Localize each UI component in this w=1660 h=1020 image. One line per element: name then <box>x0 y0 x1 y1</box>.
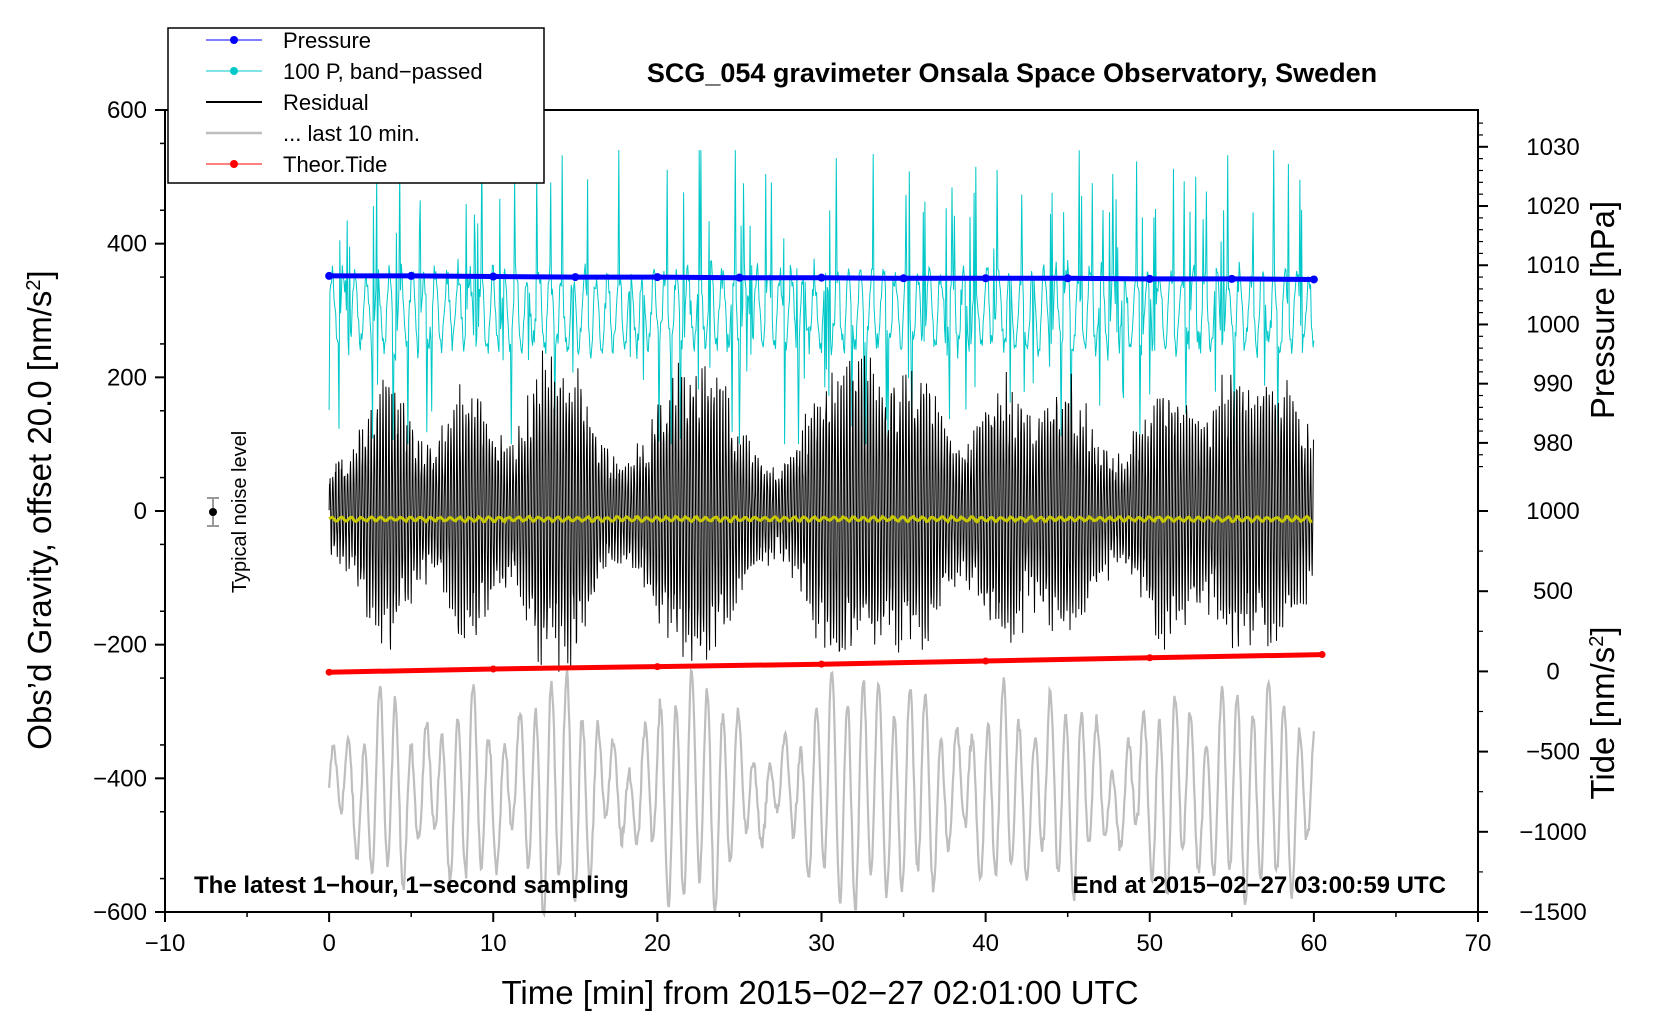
pressure-point <box>1145 274 1154 283</box>
x-tick-label: 20 <box>644 930 671 957</box>
series-mean-residual <box>328 514 1313 524</box>
y-left-tick-label: 0 <box>134 498 147 525</box>
pressure-point <box>817 273 826 282</box>
annotation-left: The latest 1−hour, 1−second sampling <box>194 872 629 899</box>
noise-point <box>209 508 217 516</box>
x-tick-label: −10 <box>145 930 186 957</box>
legend-label: ... last 10 min. <box>283 121 420 146</box>
legend-label: Residual <box>283 90 369 115</box>
series-layer <box>325 150 1326 918</box>
tide-point <box>489 665 497 673</box>
pressure-point <box>489 272 498 281</box>
y-left-axis-title-main: Obs’d Gravity, offset 20.0 [nm/s <box>21 291 58 750</box>
legend-marker <box>230 67 238 75</box>
y-left-axis-title: Obs’d Gravity, offset 20.0 [nm/s2] <box>21 270 58 749</box>
axis-layer: −10 0 10 20 30 40 50 60 706004002000−200−400−600… <box>93 97 1587 957</box>
legend-label: Theor.Tide <box>283 152 387 177</box>
y-left-tick-label: −400 <box>93 765 147 792</box>
pressure-tick-label: 1030 <box>1526 134 1579 161</box>
tide-axis-title-main: Tide [nm/s <box>1584 647 1621 800</box>
noise-label: Typical noise level <box>229 431 251 593</box>
pressure-point <box>1309 275 1318 284</box>
tide-tick-label: −500 <box>1526 739 1580 766</box>
series-band-passed-pressure <box>328 150 1315 445</box>
y-left-tick-label: 600 <box>107 97 147 124</box>
legend-label: 100 P, band−passed <box>283 59 483 84</box>
pressure-point <box>981 274 990 283</box>
pressure-point <box>407 271 416 280</box>
pressure-tick-label: 1000 <box>1526 311 1579 338</box>
legend: Pressure 100 P, band−passed Residual ... la… <box>167 27 545 184</box>
x-tick-label: 70 <box>1465 930 1492 957</box>
pressure-point <box>571 273 580 282</box>
tide-tick-label: 1000 <box>1526 498 1579 525</box>
y-left-tick-label: 200 <box>107 364 147 391</box>
tide-point <box>1318 651 1326 659</box>
chart-title: SCG_054 gravimeter Onsala Space Observat… <box>647 58 1377 88</box>
legend-marker <box>230 160 238 168</box>
x-tick-label: 30 <box>808 930 835 957</box>
pressure-point <box>653 273 662 282</box>
tide-point <box>1146 654 1154 662</box>
pressure-point <box>325 271 334 280</box>
x-tick-label: 10 <box>480 930 507 957</box>
y-left-axis-title-sup: 2 <box>23 279 45 290</box>
annotation-right: End at 2015−02−27 03:00:59 UTC <box>1072 872 1446 899</box>
x-axis-title: Time [min] from 2015−02−27 02:01:00 UTC <box>501 974 1138 1011</box>
pressure-point <box>899 274 908 283</box>
x-tick-label: 0 <box>322 930 335 957</box>
legend-box <box>167 27 545 184</box>
tide-axis-title-close: ] <box>1584 626 1621 635</box>
pressure-tick-label: 1020 <box>1526 193 1579 220</box>
pressure-tick-label: 1010 <box>1526 252 1579 279</box>
pressure-axis-title: Pressure [hPa] <box>1584 201 1621 419</box>
pressure-point <box>1063 274 1072 283</box>
tide-tick-label: 500 <box>1533 578 1573 605</box>
pressure-point <box>1227 274 1236 283</box>
pressure-point <box>735 273 744 282</box>
pressure-tick-label: 990 <box>1533 371 1573 398</box>
y-left-tick-label: −600 <box>93 899 147 926</box>
series-residual <box>328 350 1314 672</box>
tide-point <box>325 668 333 676</box>
x-tick-label: 50 <box>1136 930 1163 957</box>
noise-level-marker: Typical noise level <box>207 431 251 593</box>
tide-point <box>818 660 825 668</box>
tide-tick-label: −1500 <box>1519 899 1586 926</box>
pressure-tick-label: 980 <box>1533 430 1573 457</box>
tide-axis-title: Tide [nm/s2] <box>1584 626 1621 799</box>
x-tick-label: 40 <box>972 930 999 957</box>
tide-point <box>982 657 990 665</box>
x-tick-label: 60 <box>1301 930 1328 957</box>
series-last-10-min <box>328 668 1315 918</box>
tide-tick-label: −1000 <box>1519 819 1586 846</box>
tide-point <box>653 663 661 671</box>
y-left-tick-label: −200 <box>93 632 147 659</box>
y-left-tick-label: 400 <box>107 231 147 258</box>
tide-tick-label: 0 <box>1546 658 1559 685</box>
tide-axis-title-sup: 2 <box>1586 636 1608 647</box>
y-left-axis-title-close: ] <box>21 270 58 279</box>
legend-marker <box>230 36 238 44</box>
legend-label: Pressure <box>283 28 371 53</box>
